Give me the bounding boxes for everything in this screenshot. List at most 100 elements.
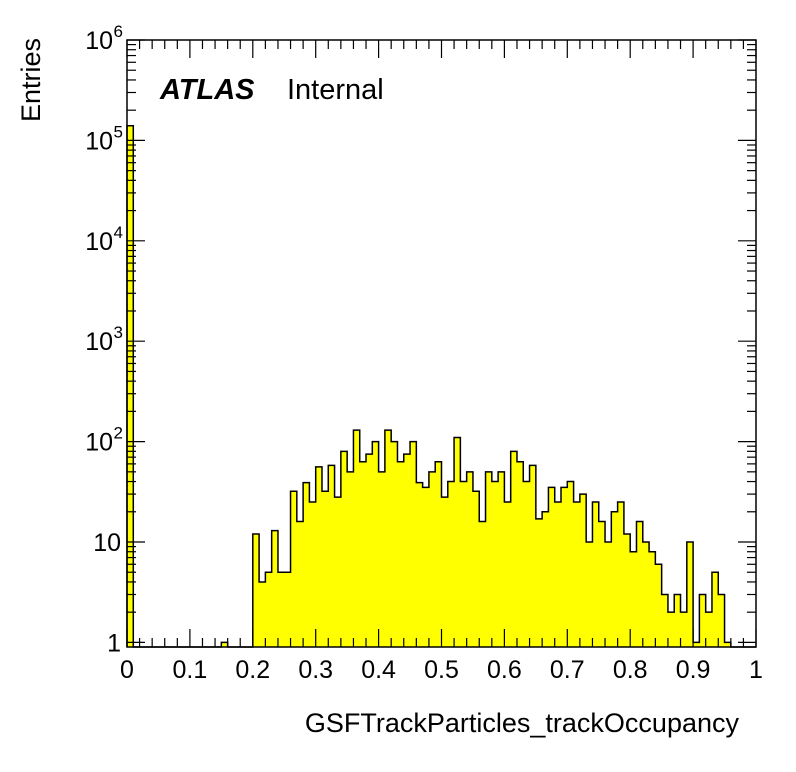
histogram-bin [674, 594, 681, 647]
histogram-bin [693, 642, 700, 647]
histogram-bin [680, 612, 688, 647]
histogram-bin [347, 471, 354, 647]
histogram-bin [623, 534, 631, 647]
axis-ticks [126, 39, 757, 647]
histogram-bin [535, 518, 543, 647]
histogram-bin [485, 471, 493, 647]
histogram-bin [366, 454, 373, 647]
x-tick-label: 0 [120, 656, 134, 684]
histogram-bin [598, 521, 606, 647]
histogram-bin [642, 542, 650, 647]
histogram-bin [447, 481, 455, 647]
histogram-bin [686, 542, 694, 647]
y-tick-label: 10 [85, 228, 113, 256]
histogram-bin [498, 471, 505, 647]
x-tick-label: 0.7 [550, 656, 585, 684]
histogram-bin [554, 502, 562, 647]
histogram-bin [265, 572, 273, 647]
histogram-bin [567, 481, 574, 647]
x-tick-labels: 0 0.1 0.2 0.3 0.4 0.5 0.6 0.7 0.8 0.9 1 [120, 656, 763, 684]
histogram-bin [630, 551, 637, 647]
x-tick-label: 0.1 [173, 656, 208, 684]
y-tick-label-exponent: 4 [114, 223, 123, 242]
x-tick-label: 0.2 [235, 656, 270, 684]
x-tick-label: 0.9 [676, 656, 711, 684]
histogram-bin [649, 551, 656, 647]
histogram-bin [661, 594, 669, 647]
histogram-bin [460, 481, 468, 647]
y-axis-title: Entries [16, 38, 46, 122]
histogram-bin [711, 572, 719, 647]
plot-frame [126, 39, 757, 648]
histogram-bin [699, 594, 707, 647]
histogram-bin [315, 466, 323, 647]
x-tick-label: 0.4 [361, 656, 396, 684]
histogram-bin [705, 612, 713, 647]
histogram-bin [592, 502, 600, 647]
y-tick-label-exponent: 3 [114, 323, 123, 342]
histogram-bin [328, 465, 335, 647]
histogram-bin [655, 564, 663, 647]
histogram-bin [303, 482, 310, 647]
histogram-bin [378, 471, 386, 647]
x-tick-label: 0.5 [424, 656, 459, 684]
histogram-bin [372, 441, 379, 647]
histogram-bin [605, 542, 612, 647]
x-tick-label: 1 [749, 656, 763, 684]
histogram-bin [277, 572, 285, 647]
internal-label: Internal [287, 74, 384, 106]
x-tick-label: 0.3 [298, 656, 333, 684]
histogram-bin [422, 487, 430, 647]
histogram-bin [548, 487, 556, 647]
histogram-bin [529, 465, 537, 647]
histogram-bin [542, 511, 549, 647]
histogram-bin [321, 491, 329, 647]
histogram-bin [479, 521, 486, 647]
histogram-bin [416, 482, 424, 647]
histogram-bin [410, 441, 417, 647]
histogram-bin [454, 437, 461, 647]
x-axis-title: GSFTrackParticles_trackOccupancy [305, 708, 740, 738]
histogram-bin [636, 521, 644, 647]
histogram-bin [516, 461, 524, 647]
histogram-bin [296, 521, 304, 647]
histogram-bin [397, 461, 405, 647]
histogram-bin [504, 502, 512, 647]
x-tick-label: 0.6 [487, 656, 522, 684]
histogram-bin [391, 441, 398, 647]
histogram-bin [359, 461, 367, 647]
y-tick-label: 10 [85, 27, 113, 55]
y-tick-label: 10 [85, 429, 113, 457]
histogram-bin [284, 572, 291, 647]
y-tick-label-exponent: 6 [114, 22, 123, 41]
y-tick-label: 10 [93, 529, 121, 557]
histogram-bin [491, 481, 499, 647]
histogram-bin [617, 502, 625, 647]
histogram-bin [252, 534, 260, 647]
histogram-bin [403, 454, 411, 647]
y-tick-label: 10 [85, 328, 113, 356]
x-tick-label: 0.8 [613, 656, 648, 684]
histogram-bin [561, 487, 568, 647]
histogram-bin [353, 430, 361, 647]
histogram-outline [126, 124, 756, 648]
histogram-bin [586, 542, 593, 647]
histogram-bin [441, 497, 449, 647]
histogram-bin [290, 491, 298, 647]
histogram-bin [573, 502, 581, 647]
histogram-bin [428, 471, 436, 647]
histogram-bin [718, 594, 725, 647]
histogram-bin [340, 451, 348, 647]
histogram-bin [611, 511, 619, 647]
histogram-bin [271, 530, 279, 647]
histogram-bin [334, 497, 342, 647]
histogram-bin [667, 612, 675, 647]
histogram-bin [259, 581, 266, 647]
atlas-label: ATLAS [159, 74, 255, 106]
y-tick-label-exponent: 2 [114, 424, 123, 443]
histogram-bin [510, 451, 518, 647]
histogram-bin [579, 494, 587, 647]
histogram-bin [472, 491, 480, 647]
